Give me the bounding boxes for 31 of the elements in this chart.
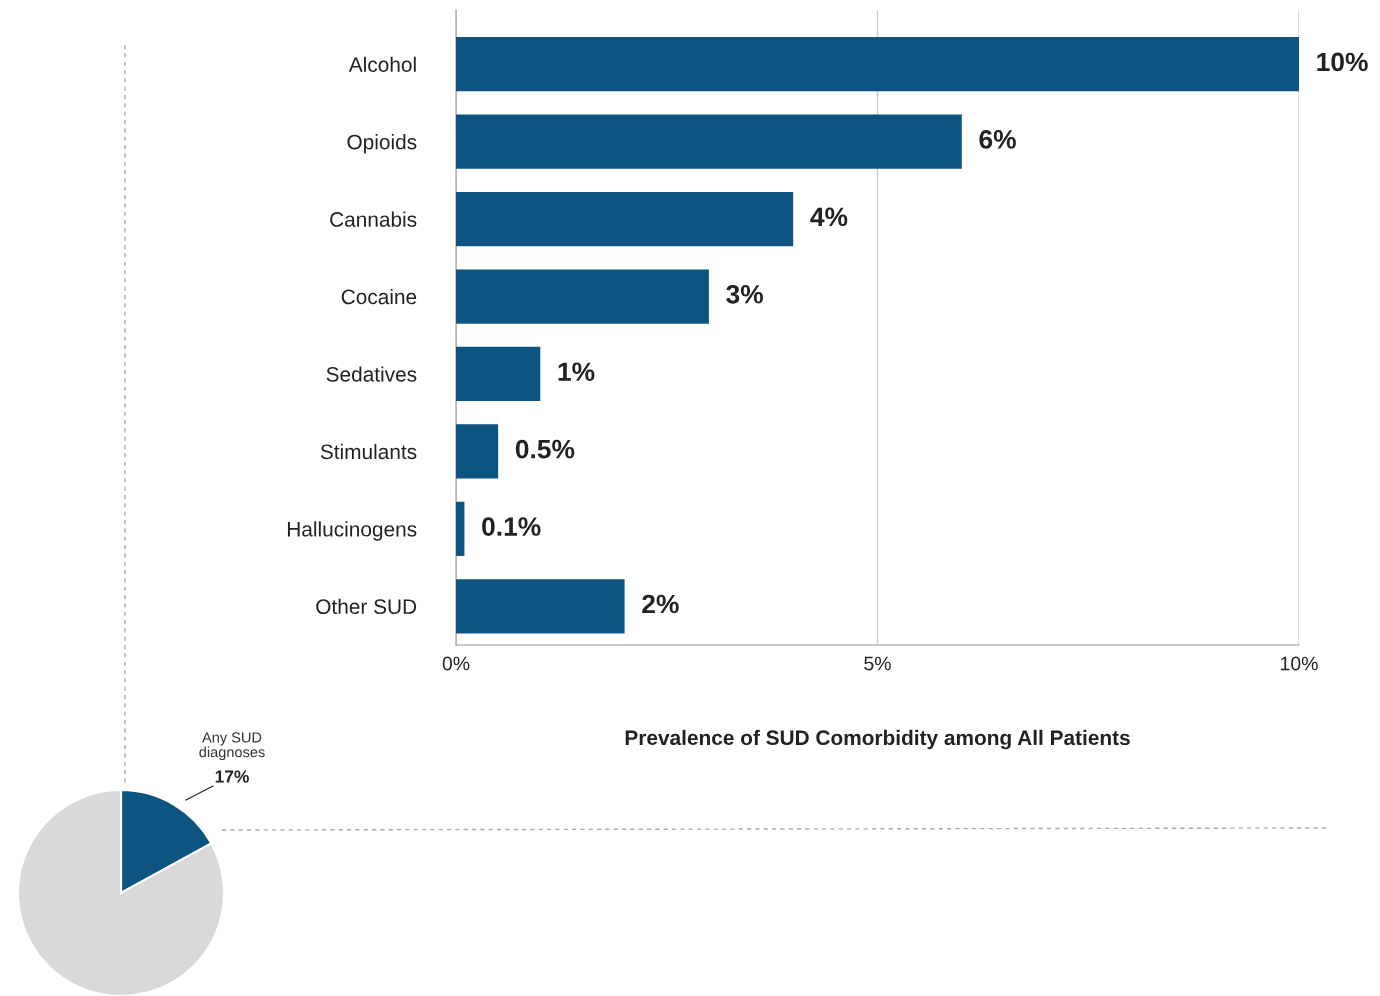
data-label: 10% [1317,52,1368,72]
bar [456,579,625,634]
bar [456,346,541,402]
data-label: 0.5% [515,439,575,459]
bar [456,424,499,479]
x-tick-label: 10% [1281,656,1318,671]
x-tick-label: 0% [442,656,470,671]
y-tick-label: Hallucinogens [287,521,417,541]
pie-slice [16,788,226,996]
y-tick-label: Cannabis [330,211,417,227]
bar [456,269,709,324]
data-label: 17% [215,770,249,783]
bar [456,114,962,169]
y-tick-label: Stimulants [320,443,417,460]
y-tick-label: Opioids [347,134,417,154]
data-label: 6% [979,130,1016,149]
bar [456,191,794,247]
y-tick-label: Other SUD [316,598,417,615]
data-label: 0.1% [482,517,541,536]
y-tick-label: Sedatives [326,366,417,382]
bar [456,37,1299,92]
data-label: 4% [810,207,848,227]
y-tick-label: Cocaine [341,288,417,305]
y-tick-label: Alcohol [348,56,416,72]
data-label: 2% [642,594,679,614]
slice-label: Any SUD diagnoses [199,732,265,761]
x-tick-label: 5% [864,656,891,671]
x-axis-title: Prevalence of SUD Comorbidity among All Patients [625,729,1130,750]
data-label: 1% [558,362,595,381]
data-label: 3% [726,284,764,304]
bar [456,501,465,556]
